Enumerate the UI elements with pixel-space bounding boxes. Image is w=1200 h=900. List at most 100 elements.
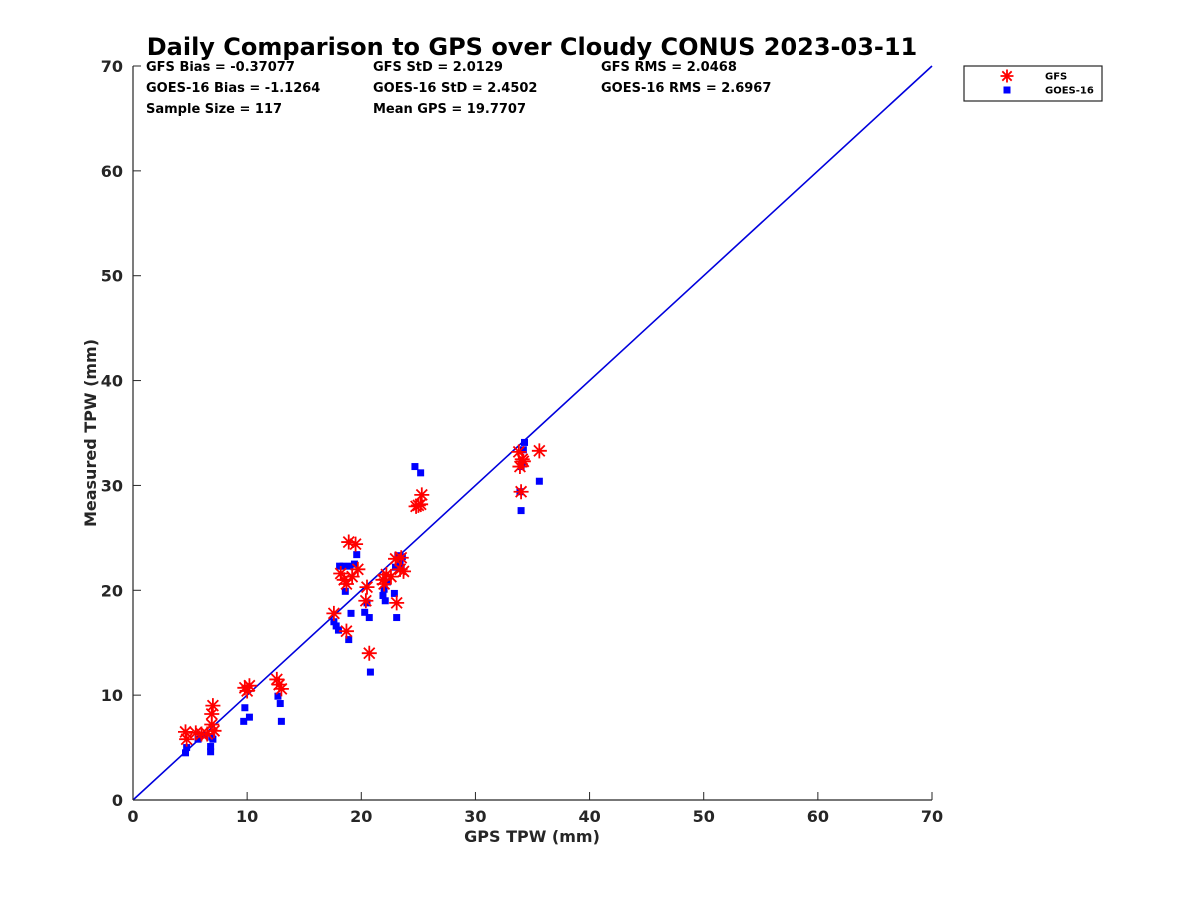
data-point: [240, 717, 248, 725]
data-point: [376, 576, 392, 592]
data-point: [209, 735, 217, 743]
y-tick-label: 40: [101, 372, 123, 391]
data-point: [345, 636, 353, 644]
data-point: [344, 569, 360, 585]
statistics-block: GFS Bias = -0.37077 GFS StD = 2.0129 GFS R…: [146, 60, 771, 117]
data-point: [361, 608, 369, 616]
data-point: [519, 446, 527, 454]
data-point: [365, 614, 373, 622]
x-tick-label: 70: [921, 807, 943, 826]
data-point: [396, 563, 412, 579]
one-to-one-line: [132, 65, 933, 801]
data-point: [358, 593, 374, 609]
reference-line-layer: [132, 65, 933, 801]
series-goes-16: [182, 438, 543, 757]
y-tick-label: 20: [101, 581, 123, 600]
stat-text: GFS Bias = -0.37077: [146, 60, 295, 75]
data-point: [241, 704, 249, 712]
data-point: [269, 671, 285, 687]
data-point: [276, 700, 284, 708]
data-point: [188, 725, 204, 741]
data-point: [389, 595, 405, 611]
data-point: [178, 724, 194, 740]
data-point: [326, 605, 342, 621]
data-point: [511, 444, 527, 460]
plot-frame: [132, 66, 932, 801]
data-point: [336, 572, 352, 588]
stat-text: GOES-16 StD = 2.4502: [373, 81, 537, 96]
data-point: [384, 578, 392, 586]
data-point: [241, 678, 257, 694]
y-axis-label: Measured TPW (mm): [81, 339, 100, 527]
data-point: [346, 562, 354, 570]
data-point: [339, 562, 347, 570]
data-point: [381, 597, 389, 605]
legend-box: [963, 65, 1103, 102]
data-point: [378, 567, 394, 583]
data-point: [338, 576, 354, 592]
stat-text: GFS RMS = 2.0468: [601, 60, 737, 75]
stat-text: GOES-16 RMS = 2.6967: [601, 81, 771, 96]
data-point: [206, 723, 222, 739]
data-point: [390, 589, 398, 597]
data-point: [388, 551, 404, 567]
x-tick-label: 50: [693, 807, 715, 826]
legend-entry-gfs: GFS: [1000, 69, 1067, 83]
data-point: [183, 744, 191, 752]
data-point: [353, 551, 361, 559]
data-point: [512, 459, 528, 475]
data-point: [199, 726, 215, 742]
data-point: [414, 487, 430, 503]
y-tick-label: 70: [101, 57, 123, 76]
data-point: [350, 561, 366, 577]
x-tick-label: 0: [127, 807, 138, 826]
data-point: [513, 484, 529, 500]
data-point: [392, 561, 408, 577]
data-point: [411, 463, 419, 471]
stat-text: GFS StD = 2.0129: [373, 60, 503, 75]
data-point: [274, 692, 282, 700]
data-point: [350, 560, 358, 568]
data-point: [393, 550, 409, 566]
data-point: [515, 453, 531, 469]
x-tick-label: 30: [464, 807, 486, 826]
data-point: [334, 626, 342, 634]
legend-label: GFS: [1045, 72, 1067, 83]
y-tick-label: 30: [101, 476, 123, 495]
data-point: [341, 534, 357, 550]
x-tick-label: 60: [807, 807, 829, 826]
data-point: [359, 579, 375, 595]
data-point: [182, 749, 190, 757]
data-point: [271, 677, 287, 693]
data-point: [535, 477, 543, 485]
series-gfs: [178, 443, 547, 747]
y-tick-label: 50: [101, 267, 123, 286]
data-point: [393, 614, 401, 622]
data-point: [205, 698, 221, 714]
data-point: [330, 618, 338, 626]
data-point: [413, 496, 429, 512]
legend: GFS GOES-16: [963, 65, 1103, 102]
data-point: [333, 566, 349, 582]
y-tick-label: 0: [112, 791, 123, 810]
x-tick-label: 40: [578, 807, 600, 826]
data-point: [207, 743, 215, 751]
stat-text: GOES-16 Bias = -1.1264: [146, 81, 320, 96]
data-point: [194, 735, 202, 743]
data-point: [204, 717, 220, 733]
data-point: [204, 706, 220, 722]
x-tick-label: 20: [350, 807, 372, 826]
legend-marker: [1003, 86, 1011, 94]
data-point: [383, 569, 399, 585]
axis-ticks-layer: 0 10 20 30 40 50 60 70 0 10 20 30 40 50 60 70: [101, 57, 943, 826]
data-point: [521, 438, 529, 446]
chart-title: Daily Comparison to GPS over Cloudy CONU…: [147, 33, 918, 61]
data-point: [366, 668, 374, 676]
data-point: [517, 507, 525, 515]
stat-text: Sample Size = 117: [146, 102, 282, 117]
data-point: [379, 592, 387, 600]
data-point: [347, 609, 355, 617]
data-points-layer: [178, 438, 547, 757]
data-point: [179, 731, 195, 747]
